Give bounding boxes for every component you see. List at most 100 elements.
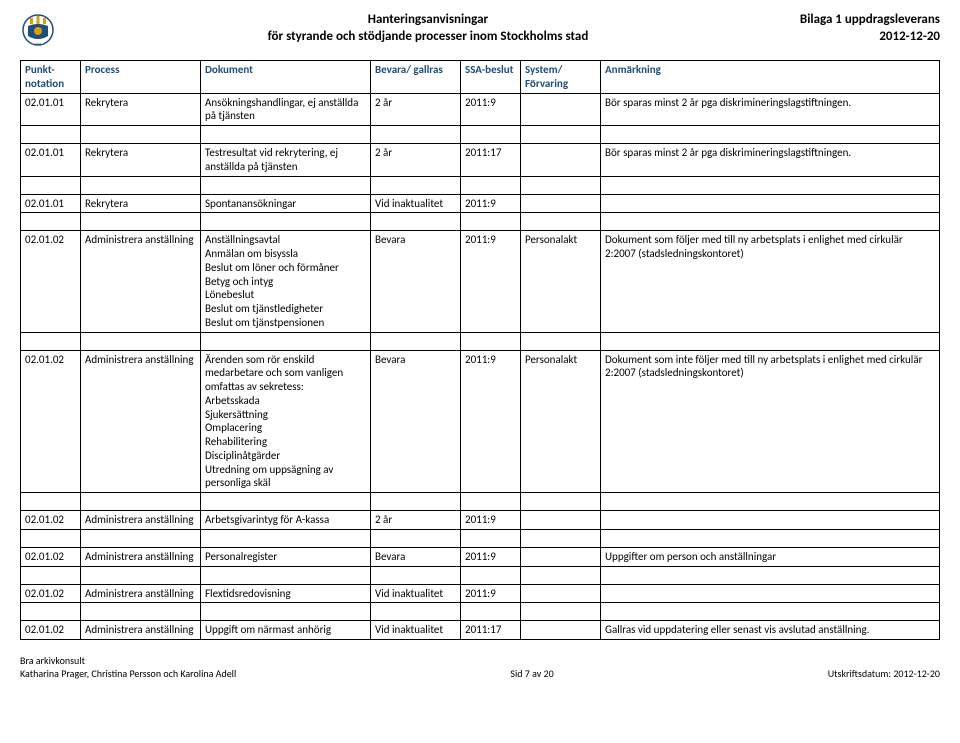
table-row: 02.01.02Administrera anställningArbetsgi…	[21, 511, 940, 530]
cell: Vid inaktualitet	[371, 584, 461, 603]
gap-row	[21, 176, 940, 194]
table-row: 02.01.01RekryteraAnsökningshandlingar, e…	[21, 93, 940, 126]
title-line-1: Hanteringsanvisningar	[56, 12, 800, 29]
table-row: 02.01.01RekryteraTestresultat vid rekryt…	[21, 144, 940, 177]
table-row: 02.01.02Administrera anställningUppgift …	[21, 621, 940, 640]
col-anmarkning: Anmärkning	[601, 61, 940, 94]
cell	[521, 547, 601, 566]
cell: Testresultat vid rekrytering, ej anställ…	[201, 144, 371, 177]
cell: 2011:17	[461, 621, 521, 640]
cell: Administrera anställning	[81, 350, 201, 493]
cell	[521, 584, 601, 603]
col-dokument: Dokument	[201, 61, 371, 94]
cell: Uppgift om närmast anhörig	[201, 621, 371, 640]
cell: 02.01.01	[21, 144, 81, 177]
page-footer: Bra arkivkonsult Katharina Prager, Chris…	[20, 654, 940, 680]
col-punkt: Punkt- notation	[21, 61, 81, 94]
cell: Administrera anställning	[81, 511, 201, 530]
cell: Ärenden som rör enskild medarbetare och …	[201, 350, 371, 493]
header-title: Hanteringsanvisningar för styrande och s…	[56, 12, 800, 46]
cell: 2011:9	[461, 231, 521, 332]
cell: Personalregister	[201, 547, 371, 566]
col-system: System/ Förvaring	[521, 61, 601, 94]
cell: Anställningsavtal Anmälan om bisyssla Be…	[201, 231, 371, 332]
svg-text:STAD: STAD	[35, 42, 41, 46]
footer-print-date: Utskriftsdatum: 2012-12-20	[828, 667, 940, 680]
col-ssa: SSA-beslut	[461, 61, 521, 94]
cell: Bör sparas minst 2 år pga diskriminering…	[601, 93, 940, 126]
cell: Vid inaktualitet	[371, 621, 461, 640]
cell: 2011:9	[461, 93, 521, 126]
cell: Uppgifter om person och anställningar	[601, 547, 940, 566]
cell: 02.01.02	[21, 511, 81, 530]
gap-row	[21, 332, 940, 350]
col-process: Process	[81, 61, 201, 94]
page-header: STAD Hanteringsanvisningar för styrande …	[20, 12, 940, 48]
cell: Gallras vid uppdatering eller senast vis…	[601, 621, 940, 640]
cell: 2 år	[371, 93, 461, 126]
gap-row	[21, 493, 940, 511]
cell	[601, 511, 940, 530]
cell: Administrera anställning	[81, 231, 201, 332]
cell: 2011:9	[461, 584, 521, 603]
cell: 2011:9	[461, 511, 521, 530]
cell: 2011:9	[461, 194, 521, 213]
table-row: 02.01.01RekryteraSpontanansökningarVid i…	[21, 194, 940, 213]
cell: 02.01.02	[21, 231, 81, 332]
table-header-row: Punkt- notation Process Dokument Bevara/…	[21, 61, 940, 94]
cell: Dokument som inte följer med till ny arb…	[601, 350, 940, 493]
cell: Vid inaktualitet	[371, 194, 461, 213]
cell: Bevara	[371, 231, 461, 332]
cell: Arbetsgivarintyg för A-kassa	[201, 511, 371, 530]
cell: Bevara	[371, 350, 461, 493]
cell: 02.01.01	[21, 93, 81, 126]
cell	[521, 194, 601, 213]
gap-row	[21, 213, 940, 231]
cell: Spontanansökningar	[201, 194, 371, 213]
cell	[521, 511, 601, 530]
cell: Administrera anställning	[81, 621, 201, 640]
cell: 02.01.02	[21, 350, 81, 493]
footer-page-number: Sid 7 av 20	[236, 667, 827, 680]
table-row: 02.01.02Administrera anställningAnställn…	[21, 231, 940, 332]
gap-row	[21, 566, 940, 584]
cell: 02.01.02	[21, 621, 81, 640]
cell: Bevara	[371, 547, 461, 566]
footer-left: Bra arkivkonsult Katharina Prager, Chris…	[20, 654, 236, 680]
header-right: Bilaga 1 uppdragsleverans 2012-12-20	[800, 12, 940, 46]
cell: Administrera anställning	[81, 584, 201, 603]
cell: Bör sparas minst 2 år pga diskriminering…	[601, 144, 940, 177]
cell: Dokument som följer med till ny arbetspl…	[601, 231, 940, 332]
stockholm-crest-icon: STAD	[20, 12, 56, 48]
cell: 2011:9	[461, 547, 521, 566]
cell: 2011:17	[461, 144, 521, 177]
cell: Rekrytera	[81, 93, 201, 126]
table-row: 02.01.02Administrera anställningPersonal…	[21, 547, 940, 566]
cell	[521, 621, 601, 640]
footer-authors: Katharina Prager, Christina Persson och …	[20, 667, 236, 680]
header-date: 2012-12-20	[800, 29, 940, 46]
cell: Personalakt	[521, 350, 601, 493]
city-logo: STAD	[20, 12, 56, 48]
col-bevara: Bevara/ gallras	[371, 61, 461, 94]
cell: 2011:9	[461, 350, 521, 493]
attachment-label: Bilaga 1 uppdragsleverans	[800, 12, 940, 29]
cell: 02.01.02	[21, 547, 81, 566]
cell: Ansökningshandlingar, ej anställda på tj…	[201, 93, 371, 126]
cell: Flextidsredovisning	[201, 584, 371, 603]
cell	[601, 584, 940, 603]
title-line-2: för styrande och stödjande processer ino…	[56, 29, 800, 46]
cell	[521, 93, 601, 126]
table-row: 02.01.02Administrera anställningÄrenden …	[21, 350, 940, 493]
main-table: Punkt- notation Process Dokument Bevara/…	[20, 60, 940, 640]
cell: 02.01.01	[21, 194, 81, 213]
cell: Administrera anställning	[81, 547, 201, 566]
cell: 02.01.02	[21, 584, 81, 603]
cell	[521, 144, 601, 177]
gap-row	[21, 603, 940, 621]
cell: Rekrytera	[81, 194, 201, 213]
cell: 2 år	[371, 144, 461, 177]
cell: 2 år	[371, 511, 461, 530]
gap-row	[21, 529, 940, 547]
cell: Rekrytera	[81, 144, 201, 177]
